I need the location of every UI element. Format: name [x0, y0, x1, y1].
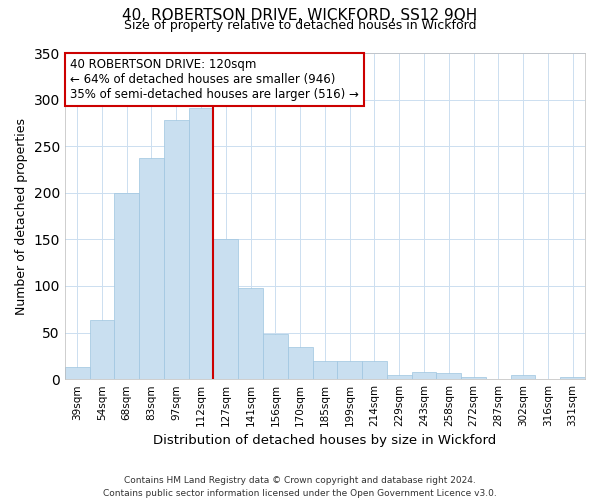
Bar: [412, 372, 436, 379]
Text: 40 ROBERTSON DRIVE: 120sqm
← 64% of detached houses are smaller (946)
35% of sem: 40 ROBERTSON DRIVE: 120sqm ← 64% of deta…: [70, 58, 359, 101]
Bar: [89, 320, 115, 379]
Bar: [238, 288, 263, 379]
Text: Size of property relative to detached houses in Wickford: Size of property relative to detached ho…: [124, 18, 476, 32]
Bar: [387, 374, 412, 379]
Bar: [461, 378, 486, 379]
Bar: [214, 240, 238, 379]
Bar: [164, 120, 188, 379]
Bar: [436, 372, 461, 379]
Bar: [288, 346, 313, 379]
Bar: [139, 158, 164, 379]
Bar: [362, 362, 387, 379]
X-axis label: Distribution of detached houses by size in Wickford: Distribution of detached houses by size …: [153, 434, 497, 448]
Text: Contains HM Land Registry data © Crown copyright and database right 2024.
Contai: Contains HM Land Registry data © Crown c…: [103, 476, 497, 498]
Bar: [511, 374, 535, 379]
Bar: [263, 334, 288, 379]
Bar: [188, 108, 214, 379]
Bar: [115, 193, 139, 379]
Y-axis label: Number of detached properties: Number of detached properties: [15, 118, 28, 314]
Bar: [65, 367, 89, 379]
Bar: [313, 362, 337, 379]
Text: 40, ROBERTSON DRIVE, WICKFORD, SS12 9QH: 40, ROBERTSON DRIVE, WICKFORD, SS12 9QH: [122, 8, 478, 22]
Bar: [337, 360, 362, 379]
Bar: [560, 378, 585, 379]
